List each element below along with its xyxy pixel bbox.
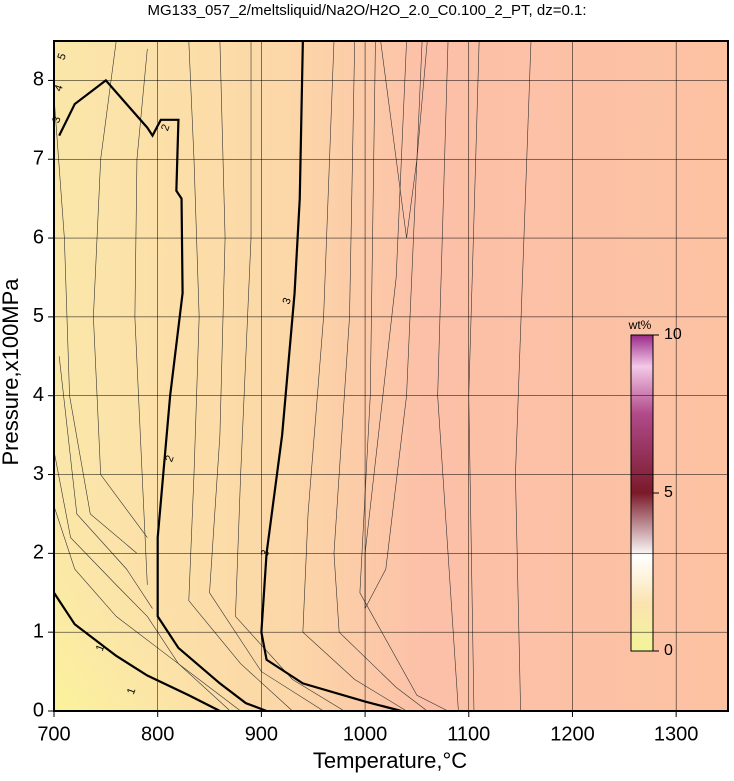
contour-label: 3 xyxy=(50,115,63,125)
plot-frame xyxy=(53,40,729,712)
thin-contour xyxy=(209,40,324,712)
contour-label: 3 xyxy=(281,296,294,306)
y-tick-label: 3 xyxy=(33,463,44,485)
colorbar-label: wt% xyxy=(628,318,652,332)
plot-shade xyxy=(54,400,304,711)
contour-label: 5 xyxy=(56,52,69,62)
y-tick-label: 4 xyxy=(33,384,44,406)
contour-line xyxy=(58,78,267,713)
contour-label: 2 xyxy=(163,454,176,464)
contour-label: 2 xyxy=(159,123,172,133)
x-tick-label: 1100 xyxy=(447,723,490,745)
thin-contour xyxy=(333,40,428,712)
x-tick-label: 700 xyxy=(37,723,70,745)
y-tick-label: 8 xyxy=(33,69,44,91)
contour-line xyxy=(53,592,221,712)
y-tick-label: 1 xyxy=(33,620,44,642)
thin-contour xyxy=(359,40,449,712)
x-tick-label: 800 xyxy=(141,723,174,745)
thin-contour xyxy=(58,356,153,609)
contour-label: 4 xyxy=(52,83,65,93)
thin-contour xyxy=(302,40,407,712)
x-tick-label: 1000 xyxy=(343,723,388,745)
contour-label: 1 xyxy=(94,643,107,653)
contour-line xyxy=(260,40,402,713)
chart-title: MG133_057_2/meltsliquid/Na2O/H2O_2.0_C0.… xyxy=(147,2,586,19)
contour-label: 1 xyxy=(125,686,138,696)
colorbar xyxy=(630,334,654,652)
y-tick-label: 2 xyxy=(33,542,44,564)
colorbar-tick-label: 0 xyxy=(664,642,673,659)
thin-contour xyxy=(235,41,345,712)
thin-contour xyxy=(53,450,231,712)
x-tick-label: 900 xyxy=(245,723,278,745)
x-axis-label: Temperature,°C xyxy=(313,748,467,773)
y-tick-label: 6 xyxy=(33,226,44,248)
colorbar-tick-label: 10 xyxy=(664,326,682,343)
y-axis-label: Pressure,x100MPa xyxy=(0,278,23,466)
x-tick-label: 1200 xyxy=(550,723,595,745)
x-tick-label: 1300 xyxy=(654,723,699,745)
y-tick-label: 7 xyxy=(33,148,44,170)
y-tick-label: 5 xyxy=(33,305,44,327)
y-tick-label: 0 xyxy=(33,699,44,721)
colorbar-tick-label: 5 xyxy=(664,484,673,501)
